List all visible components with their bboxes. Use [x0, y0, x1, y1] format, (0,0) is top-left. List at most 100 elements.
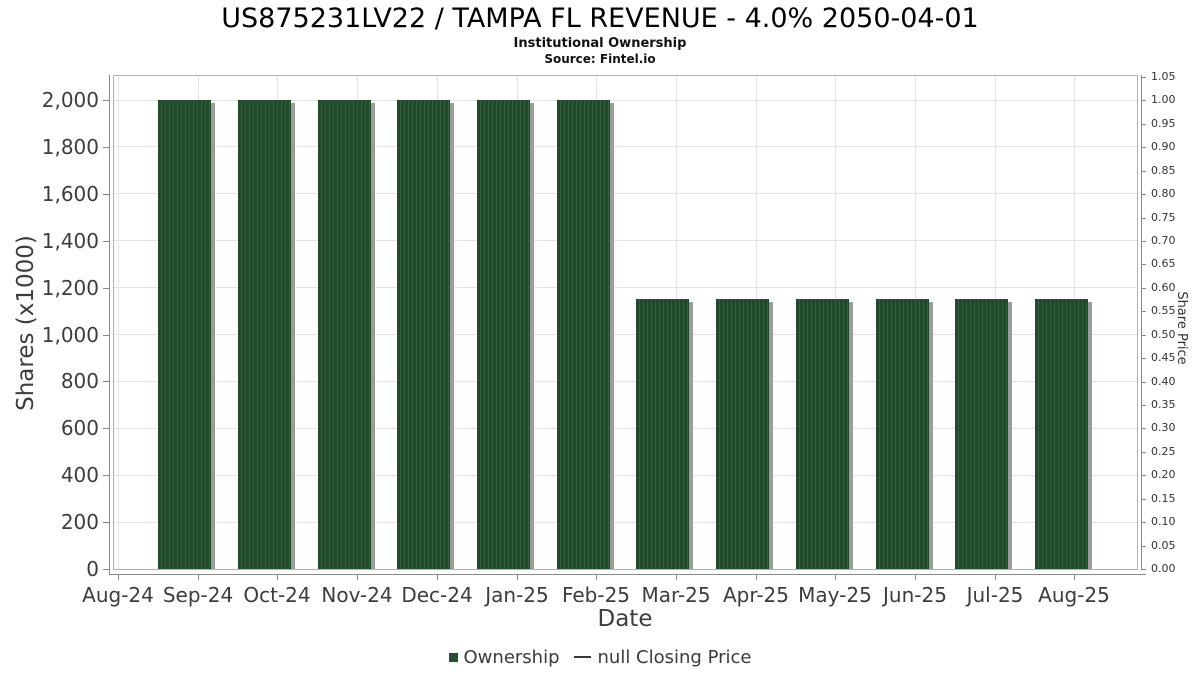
x-axis-tick-label: Aug-25 [1038, 583, 1110, 607]
right-axis-tick [1141, 382, 1146, 383]
gridline-horizontal [114, 521, 1137, 523]
x-axis-tick [118, 574, 119, 580]
right-axis-tick [1141, 194, 1146, 195]
ownership-legend-label: Ownership [463, 646, 560, 668]
right-axis-tick-label: 1.05 [1151, 70, 1176, 83]
left-axis-title: Shares (x1000) [13, 235, 39, 411]
right-axis-tick-label: 0.00 [1151, 562, 1176, 575]
right-axis-tick [1141, 405, 1146, 406]
gridline-horizontal [114, 287, 1137, 289]
right-axis-tick [1141, 475, 1146, 476]
bar-oct-24[interactable] [238, 100, 291, 569]
right-axis-tick [1141, 124, 1146, 125]
right-axis-tick [1141, 77, 1146, 78]
x-axis-tick [198, 574, 199, 580]
gridline-horizontal [114, 427, 1137, 429]
bar-feb-25[interactable] [557, 100, 610, 569]
x-axis-tick [756, 574, 757, 580]
right-axis-tick-label: 0.75 [1151, 211, 1176, 224]
bar-dec-24[interactable] [397, 100, 450, 569]
bar-may-25[interactable] [796, 299, 849, 569]
right-axis-tick [1141, 218, 1146, 219]
right-axis-tick [1141, 428, 1146, 429]
x-axis-tick-label: Jun-25 [883, 583, 947, 607]
left-axis-tick [103, 381, 109, 382]
right-axis-tick-label: 0.20 [1151, 468, 1176, 481]
closing-price-legend-label: null Closing Price [597, 646, 752, 668]
bar-mar-25[interactable] [636, 299, 689, 569]
left-axis-tick [103, 475, 109, 476]
bar-sep-24[interactable] [158, 100, 211, 569]
right-axis-tick [1141, 147, 1146, 148]
chart-source: Source: Fintel.io [544, 52, 656, 66]
right-axis-tick-label: 0.60 [1151, 281, 1176, 294]
x-axis-tick-label: Aug-24 [82, 583, 154, 607]
right-axis-tick-label: 0.70 [1151, 234, 1176, 247]
left-axis-tick-label: 0 [86, 557, 99, 581]
chart-title: US875231LV22 / TAMPA FL REVENUE - 4.0% 2… [221, 3, 979, 34]
x-axis-tick-label: Jul-25 [966, 583, 1024, 607]
bar-aug-25[interactable] [1035, 299, 1088, 569]
legend: Ownership null Closing Price [0, 644, 1200, 670]
right-axis-tick-label: 0.25 [1151, 445, 1176, 458]
x-axis-tick-label: Dec-24 [401, 583, 473, 607]
legend-item-ownership[interactable]: Ownership [448, 646, 560, 668]
bar-apr-25[interactable] [716, 299, 769, 569]
right-axis-tick [1141, 569, 1146, 570]
right-axis-tick [1141, 100, 1146, 101]
x-axis-tick [277, 574, 278, 580]
right-axis-tick-label: 1.00 [1151, 93, 1176, 106]
left-axis-tick [103, 522, 109, 523]
gridline-horizontal [114, 240, 1137, 242]
right-axis-tick [1141, 522, 1146, 523]
chart-subtitle: Institutional Ownership [513, 36, 687, 51]
right-axis-tick [1141, 171, 1146, 172]
left-axis-tick [103, 194, 109, 195]
right-axis-tick-label: 0.05 [1151, 539, 1176, 552]
x-axis-tick-label: Jan-25 [485, 583, 549, 607]
bar-jun-25[interactable] [876, 299, 929, 569]
right-axis-title: Share Price [1174, 291, 1189, 365]
left-axis-tick-label: 200 [60, 510, 99, 534]
x-axis-tick-label: Nov-24 [321, 583, 393, 607]
x-axis-title: Date [597, 606, 653, 632]
gridline-horizontal [114, 380, 1137, 382]
x-axis-tick [835, 574, 836, 580]
x-axis-tick [357, 574, 358, 580]
left-axis-line [109, 75, 110, 575]
left-axis-tick-label: 1,600 [41, 182, 99, 206]
right-axis-tick-label: 0.35 [1151, 398, 1176, 411]
right-axis-tick-label: 0.40 [1151, 375, 1176, 388]
left-axis-tick-label: 1,400 [41, 229, 99, 253]
right-axis-tick [1141, 288, 1146, 289]
x-axis-tick [437, 574, 438, 580]
bar-jul-25[interactable] [955, 299, 1008, 569]
left-axis-tick [103, 288, 109, 289]
left-axis-tick-label: 1,000 [41, 323, 99, 347]
left-axis-tick-label: 800 [60, 369, 99, 393]
left-axis-tick [103, 241, 109, 242]
left-axis-tick [103, 428, 109, 429]
left-axis-tick [103, 569, 109, 570]
x-axis-tick-label: Sep-24 [162, 583, 234, 607]
right-axis-tick-label: 0.90 [1151, 140, 1176, 153]
right-axis-tick [1141, 311, 1146, 312]
right-axis-tick-label: 0.95 [1151, 117, 1176, 130]
right-axis-tick [1141, 335, 1146, 336]
x-axis-tick-label: Oct-24 [243, 583, 311, 607]
bar-nov-24[interactable] [318, 100, 371, 569]
right-axis-tick [1141, 358, 1146, 359]
right-axis-tick [1141, 264, 1146, 265]
x-axis-tick [1074, 574, 1075, 580]
gridline-horizontal [114, 474, 1137, 476]
legend-item-closing-price[interactable]: null Closing Price [560, 646, 752, 668]
right-axis-tick-label: 0.30 [1151, 421, 1176, 434]
bar-jan-25[interactable] [477, 100, 530, 569]
x-axis-tick-label: Feb-25 [561, 583, 631, 607]
right-axis-tick-label: 0.50 [1151, 328, 1176, 341]
x-axis-tick [915, 574, 916, 580]
right-axis-line [1141, 75, 1142, 570]
right-axis-tick-label: 0.85 [1151, 164, 1176, 177]
left-axis-tick [103, 100, 109, 101]
